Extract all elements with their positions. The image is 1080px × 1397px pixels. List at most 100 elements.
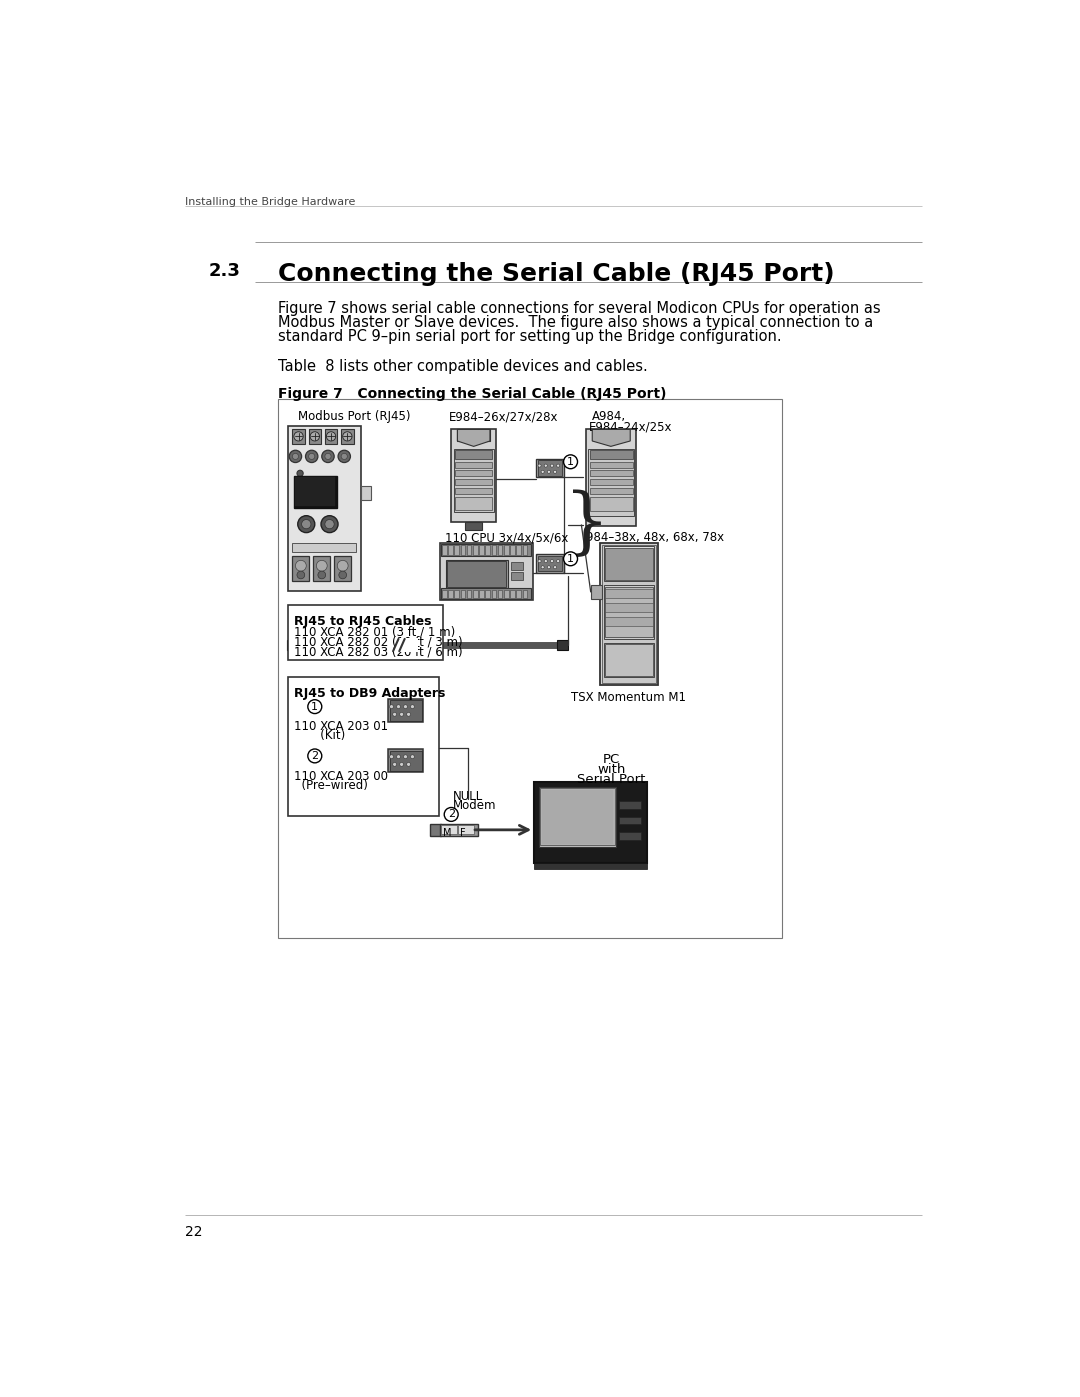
Bar bbox=[538, 460, 562, 475]
Circle shape bbox=[316, 560, 327, 571]
Bar bbox=[442, 545, 446, 555]
Text: 2.3: 2.3 bbox=[208, 261, 241, 279]
Bar bbox=[334, 556, 351, 581]
Circle shape bbox=[294, 432, 303, 441]
Circle shape bbox=[400, 712, 404, 717]
Bar bbox=[504, 590, 509, 598]
Circle shape bbox=[551, 464, 554, 467]
Polygon shape bbox=[458, 429, 490, 447]
Circle shape bbox=[341, 453, 348, 460]
Bar bbox=[441, 545, 531, 556]
Circle shape bbox=[293, 453, 298, 460]
Bar bbox=[485, 545, 490, 555]
Bar bbox=[447, 562, 507, 587]
Circle shape bbox=[318, 571, 326, 578]
Circle shape bbox=[404, 754, 407, 759]
Text: Modem: Modem bbox=[453, 799, 496, 812]
Bar bbox=[455, 590, 459, 598]
Bar bbox=[394, 638, 418, 652]
Circle shape bbox=[551, 560, 554, 563]
Bar bbox=[485, 590, 490, 598]
Bar bbox=[287, 640, 298, 650]
Bar bbox=[480, 545, 484, 555]
Bar bbox=[606, 616, 652, 626]
Bar bbox=[292, 542, 356, 552]
Text: 110 CPU 3x/4x/5x/6x: 110 CPU 3x/4x/5x/6x bbox=[445, 531, 568, 543]
Text: Modbus Master or Slave devices.  The figure also shows a typical connection to a: Modbus Master or Slave devices. The figu… bbox=[279, 314, 874, 330]
Circle shape bbox=[556, 464, 559, 467]
Bar bbox=[535, 782, 647, 863]
Bar bbox=[606, 644, 652, 676]
Bar bbox=[504, 545, 509, 555]
Bar bbox=[362, 486, 370, 500]
Bar bbox=[606, 602, 652, 612]
Bar bbox=[511, 571, 524, 580]
Text: E984–24x/25x: E984–24x/25x bbox=[589, 420, 672, 433]
Bar bbox=[604, 585, 654, 638]
Bar bbox=[540, 788, 615, 845]
Bar bbox=[538, 556, 562, 571]
Circle shape bbox=[297, 571, 305, 578]
Circle shape bbox=[407, 763, 410, 767]
Text: 2: 2 bbox=[311, 752, 319, 761]
Circle shape bbox=[289, 450, 301, 462]
Bar bbox=[458, 429, 490, 441]
Text: A984,: A984, bbox=[592, 411, 626, 423]
Text: 22: 22 bbox=[186, 1225, 203, 1239]
Circle shape bbox=[297, 479, 303, 486]
Bar bbox=[460, 545, 465, 555]
Circle shape bbox=[541, 566, 544, 569]
Bar bbox=[287, 426, 362, 591]
Circle shape bbox=[325, 453, 332, 460]
Circle shape bbox=[410, 704, 415, 708]
Circle shape bbox=[326, 432, 336, 441]
Text: 1: 1 bbox=[567, 553, 575, 564]
Bar bbox=[523, 590, 527, 598]
Text: with: with bbox=[597, 763, 625, 775]
Bar bbox=[473, 590, 477, 598]
Bar bbox=[442, 590, 446, 598]
Bar bbox=[590, 497, 633, 511]
Circle shape bbox=[548, 566, 551, 569]
Text: E984–26x/27x/28x: E984–26x/27x/28x bbox=[449, 411, 558, 423]
Bar bbox=[279, 398, 782, 937]
Circle shape bbox=[548, 471, 551, 474]
Bar bbox=[293, 429, 305, 444]
Bar bbox=[441, 588, 531, 599]
Bar bbox=[341, 429, 353, 444]
Circle shape bbox=[310, 432, 320, 441]
Bar bbox=[455, 450, 492, 460]
Text: 110 XCA 203 00: 110 XCA 203 00 bbox=[294, 770, 388, 782]
Circle shape bbox=[544, 464, 548, 467]
Bar bbox=[591, 585, 602, 599]
Bar bbox=[590, 471, 633, 476]
Bar bbox=[446, 560, 508, 588]
Bar bbox=[309, 429, 321, 444]
Bar bbox=[440, 542, 532, 601]
Text: NULL: NULL bbox=[453, 789, 483, 803]
Circle shape bbox=[396, 704, 401, 708]
Circle shape bbox=[339, 571, 347, 578]
Text: Modbus Port (RJ45): Modbus Port (RJ45) bbox=[298, 411, 410, 423]
Bar bbox=[604, 643, 654, 678]
Bar bbox=[440, 824, 478, 835]
Bar bbox=[491, 590, 496, 598]
Text: 984–38x, 48x, 68x, 78x: 984–38x, 48x, 68x, 78x bbox=[586, 531, 725, 543]
Circle shape bbox=[410, 754, 415, 759]
Circle shape bbox=[538, 464, 541, 467]
Circle shape bbox=[404, 704, 407, 708]
Circle shape bbox=[544, 560, 548, 563]
Circle shape bbox=[407, 712, 410, 717]
Circle shape bbox=[338, 450, 350, 462]
Circle shape bbox=[309, 453, 314, 460]
Circle shape bbox=[322, 450, 334, 462]
Bar bbox=[390, 750, 422, 771]
Bar bbox=[287, 605, 443, 661]
Bar bbox=[441, 826, 457, 834]
Circle shape bbox=[342, 432, 352, 441]
Circle shape bbox=[564, 455, 578, 469]
Text: Figure 7   Connecting the Serial Cable (RJ45 Port): Figure 7 Connecting the Serial Cable (RJ… bbox=[279, 387, 666, 401]
Circle shape bbox=[554, 566, 556, 569]
Bar bbox=[296, 478, 335, 507]
Bar bbox=[539, 787, 617, 847]
